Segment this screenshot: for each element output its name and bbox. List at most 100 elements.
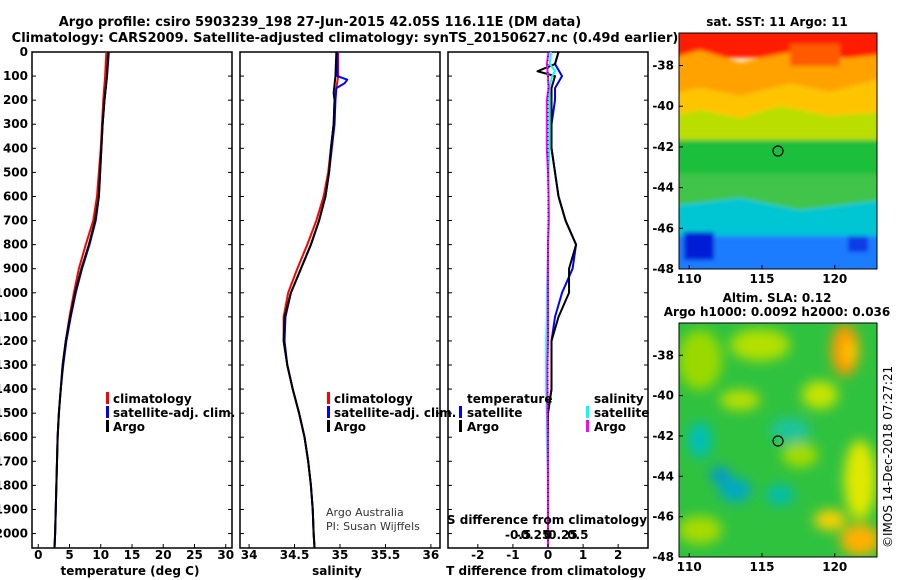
depth-tick-label: 900 [3, 262, 28, 276]
map-y-tick-label: -38 [652, 348, 674, 362]
s-tick-label: -0.25 [516, 528, 551, 542]
s-tick-label: 0.5 [567, 528, 588, 542]
legend-label-argo: Argo [334, 420, 366, 434]
temperature-series-group [53, 51, 110, 549]
depth-tick-label: 200 [3, 93, 28, 107]
legend-swatch-s-argo [586, 420, 589, 432]
map-y-tick-label: -46 [652, 510, 674, 524]
sla-profile-marker [772, 435, 784, 447]
legend-swatch-s-satellite [586, 406, 589, 418]
temperature-x-label: temperature (deg C) [61, 564, 200, 578]
depth-tick-label: 2000 [0, 527, 28, 541]
sla-map-tick-labels: 110 115 120 -38 -40 -42 -44 -46 -48 [652, 348, 847, 574]
salinity-x-label: salinity [312, 564, 362, 578]
depth-tick-label: 1800 [0, 478, 28, 492]
map-y-tick-label: -38 [652, 59, 674, 73]
legend-title-temperature: temperature [467, 392, 552, 406]
s-tick-label: -0.5 [505, 528, 531, 542]
depth-tick-label: 100 [3, 69, 28, 83]
legend-label-s-argo: Argo [594, 420, 626, 434]
salinity-x-tick-labels: 34 34.5 35 35.5 36 [241, 544, 440, 562]
map-y-tick-label: -40 [652, 99, 674, 113]
series-line-argo [282, 51, 338, 549]
legend-label-t-satellite: satellite [467, 406, 522, 420]
x-tick-label: 15 [124, 548, 141, 562]
temperature-legend: climatology satellite-adj. clim. Argo [106, 392, 235, 434]
x-tick-label: 5 [65, 548, 73, 562]
x-tick-label: 35 [332, 548, 349, 562]
map-x-tick-label: 115 [749, 560, 774, 574]
x-tick-label: 34 [241, 548, 258, 562]
map-y-tick-label: -46 [652, 221, 674, 235]
depth-tick-label: 600 [3, 189, 28, 203]
depth-tick-label: 1100 [0, 310, 28, 324]
difference-x-tick-labels: -2 -1 0 1 2 [471, 544, 622, 562]
legend-label-satellite: satellite-adj. clim. [113, 406, 235, 420]
legend-swatch-argo [106, 420, 109, 432]
s-tick-label: 0.25 [548, 528, 578, 542]
map-x-tick-label: 115 [749, 272, 774, 286]
figure-title-line1: Argo profile: csiro 5903239_198 27-Jun-2… [59, 15, 581, 30]
credit-line2: PI: Susan Wijffels [326, 520, 420, 533]
map-y-tick-label: -42 [652, 429, 674, 443]
credit-line1: Argo Australia [326, 506, 404, 519]
sla-map-title: Altim. SLA: 0.12 [723, 291, 832, 305]
depth-tick-label: 1200 [0, 334, 28, 348]
sst-map-tick-labels: 110 115 120 -38 -40 -42 -44 -46 -48 [652, 59, 847, 286]
sst-map-frame [678, 32, 878, 270]
x-tick-label: 2 [614, 548, 622, 562]
sla-heatmap [679, 323, 877, 557]
legend-label-s-satellite: satellite [594, 406, 649, 420]
map-y-tick-label: -40 [652, 389, 674, 403]
legend-label-t-argo: Argo [467, 420, 499, 434]
legend-swatch-t-satellite [459, 406, 462, 418]
x-tick-label: 35.5 [371, 548, 401, 562]
depth-tick-label: 1600 [0, 430, 28, 444]
depth-axis-labels: 0 100 200 300 400 500 600 700 800 900 1000 1100 1200… [0, 45, 28, 541]
difference-x-label: T difference from climatology [446, 564, 646, 578]
difference-legend: temperature satellite Argo salinity sate… [459, 392, 649, 434]
figure-title-line2: Climatology: CARS2009. Satellite-adjuste… [12, 31, 679, 46]
map-y-tick-label: -48 [652, 262, 674, 276]
legend-title-salinity: salinity [594, 392, 644, 406]
map-x-tick-label: 110 [677, 560, 702, 574]
legend-label-satellite: satellite-adj. clim. [334, 406, 456, 420]
legend-label-climatology: climatology [113, 392, 192, 406]
sst-map-title: sat. SST: 11 Argo: 11 [706, 15, 848, 29]
series-line-argo [53, 51, 110, 549]
x-tick-label: 0 [544, 548, 552, 562]
depth-tick-label: 1400 [0, 382, 28, 396]
depth-tick-label: 1500 [0, 406, 28, 420]
map-x-tick-label: 110 [677, 272, 702, 286]
x-tick-label: -2 [471, 548, 484, 562]
legend-label-argo: Argo [113, 420, 145, 434]
s-tick-label: 0 [544, 528, 552, 542]
map-y-tick-label: -44 [652, 469, 674, 483]
difference-s-label: S difference from climatology [447, 513, 647, 527]
temperature-x-tick-labels: 0 5 10 15 20 25 30 [34, 544, 234, 562]
axis-ticks [32, 51, 648, 535]
legend-swatch-satellite [106, 406, 109, 418]
salinity-panel-frame [239, 51, 441, 549]
map-y-tick-label: -48 [652, 550, 674, 564]
depth-tick-label: 1900 [0, 502, 28, 516]
legend-swatch-climatology [106, 392, 109, 404]
map-x-tick-label: 120 [822, 560, 847, 574]
sst-profile-marker [772, 145, 784, 157]
x-tick-label: 30 [217, 548, 234, 562]
map-y-tick-label: -42 [652, 140, 674, 154]
map-y-tick-label: -44 [652, 181, 674, 195]
depth-tick-label: 0 [20, 45, 28, 59]
salinity-series-group [282, 51, 349, 549]
x-tick-label: 36 [423, 548, 440, 562]
depth-tick-label: 700 [3, 214, 28, 228]
depth-tick-label: 800 [3, 238, 28, 252]
x-tick-label: 34.5 [280, 548, 310, 562]
watermark: ©IMOS 14-Dec-2018 07:27:21 [881, 366, 895, 548]
x-tick-label: 0 [34, 548, 42, 562]
depth-tick-label: 500 [3, 165, 28, 179]
sst-heatmap [679, 33, 877, 269]
depth-tick-label: 1000 [0, 286, 28, 300]
